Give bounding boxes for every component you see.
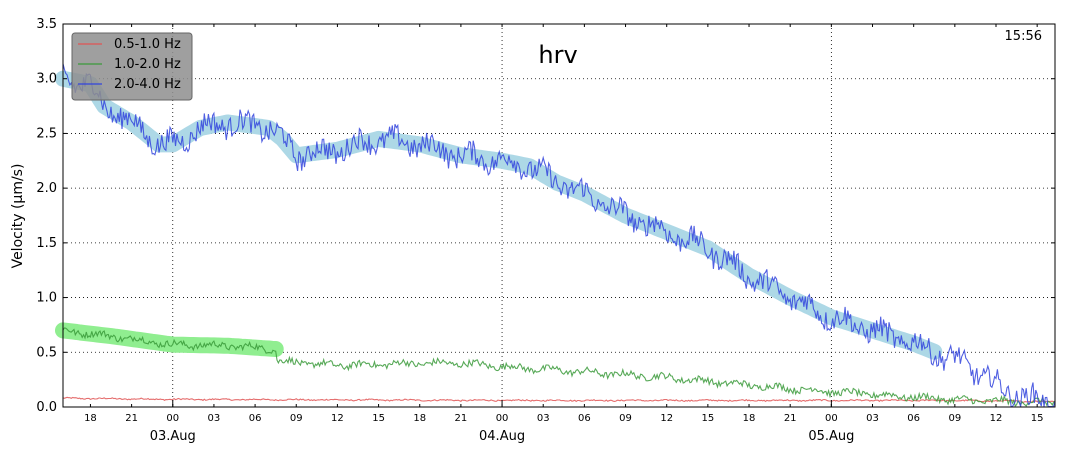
- x-axis: 18 21 00 03 06 09 12 15 18 21 00 03 06 09 12 15 18 21 00 03…: [84, 24, 1044, 424]
- y-tick-label: 3.5: [36, 17, 57, 32]
- series-line-0: [62, 396, 1056, 403]
- time-label: 15:56: [1005, 29, 1042, 44]
- y-tick-label: 3.0: [36, 72, 57, 87]
- y-tick-label: 2.0: [36, 181, 57, 196]
- legend-label-1: 1.0-2.0 Hz: [114, 57, 181, 72]
- x-tick-label: 09: [948, 413, 961, 424]
- x-tick-label: 06: [578, 413, 591, 424]
- x-tick-label: 00: [496, 413, 509, 424]
- legend: 0.5-1.0 Hz 1.0-2.0 Hz 2.0-4.0 Hz: [71, 32, 193, 101]
- x-tick-label: 06: [249, 413, 262, 424]
- day-labels: 03.Aug 04.Aug 05.Aug: [150, 429, 855, 444]
- x-tick-label: 12: [990, 413, 1003, 424]
- x-tick-label: 00: [825, 413, 838, 424]
- x-tick-label: 21: [784, 413, 797, 424]
- x-tick-label: 18: [743, 413, 756, 424]
- day-label: 03.Aug: [150, 429, 196, 444]
- plot-area: [62, 23, 1056, 408]
- legend-label-2: 2.0-4.0 Hz: [114, 77, 181, 92]
- x-tick-label: 09: [290, 413, 303, 424]
- y-tick-label: 2.5: [36, 126, 57, 141]
- chart-title: hrv: [538, 41, 577, 69]
- legend-label-0: 0.5-1.0 Hz: [114, 37, 181, 52]
- x-tick-label: 09: [619, 413, 632, 424]
- x-tick-label: 03: [866, 413, 879, 424]
- y-tick-label: 0.5: [36, 345, 57, 360]
- y-tick-label: 1.5: [36, 236, 57, 251]
- series-line-1: [62, 327, 1056, 407]
- x-tick-label: 15: [372, 413, 385, 424]
- x-tick-label: 00: [166, 413, 179, 424]
- series-highlight-1: [55, 322, 284, 357]
- day-label: 05.Aug: [808, 429, 854, 444]
- x-tick-label: 15: [702, 413, 715, 424]
- x-tick-label: 18: [413, 413, 426, 424]
- x-tick-label: 03: [537, 413, 550, 424]
- y-axis: 0.0 0.5 1.0 1.5 2.0 2.5 3.0 3.5: [36, 17, 1055, 415]
- x-tick-label: 18: [84, 413, 97, 424]
- highlight-bands: [55, 70, 943, 360]
- x-tick-label: 12: [331, 413, 344, 424]
- y-tick-label: 0.0: [36, 400, 57, 415]
- x-tick-label: 15: [1031, 413, 1044, 424]
- y-axis-label: Velocity (μm/s): [10, 164, 26, 269]
- x-tick-label: 12: [660, 413, 673, 424]
- legend-box: [71, 32, 193, 101]
- day-label: 04.Aug: [479, 429, 525, 444]
- series-highlight-2: [55, 70, 943, 360]
- series-lines: [62, 63, 1056, 408]
- series-line-2: [62, 63, 1056, 408]
- x-tick-label: 03: [208, 413, 221, 424]
- x-tick-label: 06: [907, 413, 920, 424]
- x-tick-label: 21: [125, 413, 138, 424]
- x-tick-label: 21: [455, 413, 468, 424]
- y-tick-label: 1.0: [36, 291, 57, 306]
